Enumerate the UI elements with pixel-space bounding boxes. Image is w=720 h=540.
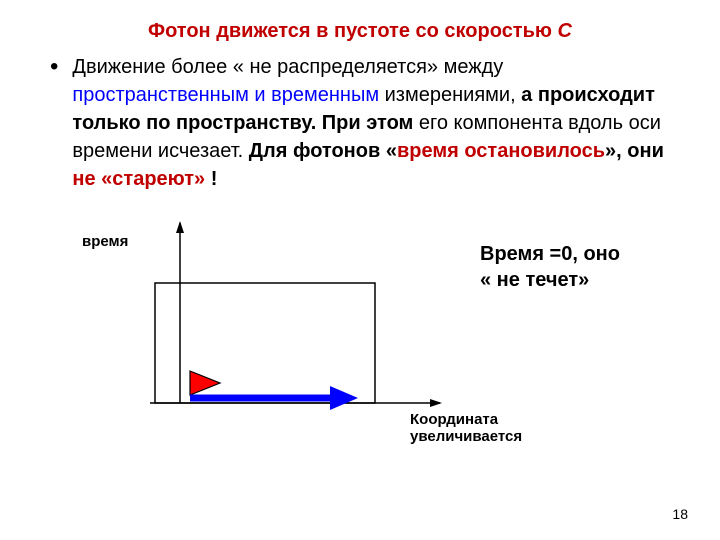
annotation-line2: « не течет» [480, 269, 589, 291]
x-axis-label-line2: увеличивается [410, 428, 522, 445]
title-prefix: Фотон движется в пустоте со скоростью [148, 20, 552, 42]
annotation-line1: Время =0, оно [480, 243, 620, 265]
body-text: Движение более « не распределяется» межд… [72, 53, 680, 193]
body-bullet: • Движение более « не распределяется» ме… [50, 53, 680, 193]
annotation: Время =0, оно « не течет» [480, 241, 620, 293]
bullet-dot-icon: • [50, 53, 58, 82]
y-axis-label: время [82, 233, 128, 250]
x-axis-label-line1: Координата [410, 411, 498, 428]
title-italic: С [552, 20, 572, 42]
page-number: 18 [672, 506, 688, 522]
x-axis-label: Координата увеличивается [410, 411, 522, 445]
diagram: время Координата увеличивается Время =0,… [40, 213, 680, 473]
slide-title: Фотон движется в пустоте со скоростью С [40, 20, 680, 43]
